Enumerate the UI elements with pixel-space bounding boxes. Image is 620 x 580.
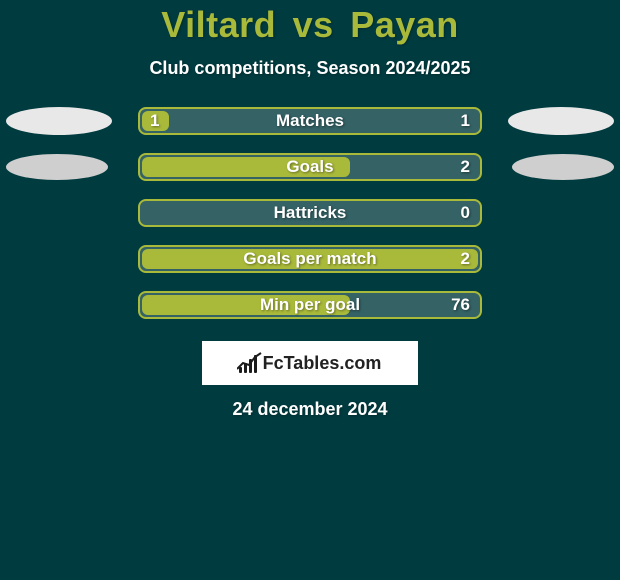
brand-icon-bar (239, 367, 242, 373)
stat-value-right: 76 (451, 295, 470, 315)
stat-value-right: 2 (461, 249, 470, 269)
stat-label: Min per goal (260, 295, 360, 315)
player2-name: Payan (350, 4, 459, 45)
stat-label: Hattricks (274, 203, 347, 223)
stat-bar-track: Goals per match 2 (138, 245, 482, 273)
brand-icon-bar (249, 359, 252, 373)
stat-value-right: 0 (461, 203, 470, 223)
stat-bar-track: Matches 1 1 (138, 107, 482, 135)
stat-label: Goals per match (243, 249, 376, 269)
comparison-card: Viltard vs Payan Club competitions, Seas… (0, 0, 620, 580)
brand-icon-bar (254, 355, 257, 373)
stat-bar-track: Hattricks 0 (138, 199, 482, 227)
avatar-placeholder-right (512, 154, 614, 180)
chart-icon (239, 353, 257, 373)
stat-rows: Matches 1 1 Goals 2 Hattricks 0 Goals per match… (0, 107, 620, 319)
avatar-placeholder-left (6, 107, 112, 135)
stat-row: Hattricks 0 (0, 199, 620, 227)
stat-bar-track: Goals 2 (138, 153, 482, 181)
stat-row: Min per goal 76 (0, 291, 620, 319)
brand-text: FcTables.com (263, 353, 382, 374)
stat-label: Matches (276, 111, 344, 131)
stat-row: Matches 1 1 (0, 107, 620, 135)
stat-value-right: 2 (461, 157, 470, 177)
brand-icon-bar (244, 363, 247, 373)
avatar-placeholder-left (6, 154, 108, 180)
player1-name: Viltard (161, 4, 276, 45)
page-title: Viltard vs Payan (0, 4, 620, 46)
vs-separator: vs (293, 4, 334, 45)
brand-badge: FcTables.com (202, 341, 418, 385)
avatar-placeholder-right (508, 107, 614, 135)
stat-value-left: 1 (150, 111, 159, 131)
subtitle: Club competitions, Season 2024/2025 (0, 58, 620, 79)
date-line: 24 december 2024 (0, 399, 620, 420)
stat-value-right: 1 (461, 111, 470, 131)
stat-row: Goals 2 (0, 153, 620, 181)
stat-label: Goals (286, 157, 333, 177)
stat-row: Goals per match 2 (0, 245, 620, 273)
stat-bar-track: Min per goal 76 (138, 291, 482, 319)
